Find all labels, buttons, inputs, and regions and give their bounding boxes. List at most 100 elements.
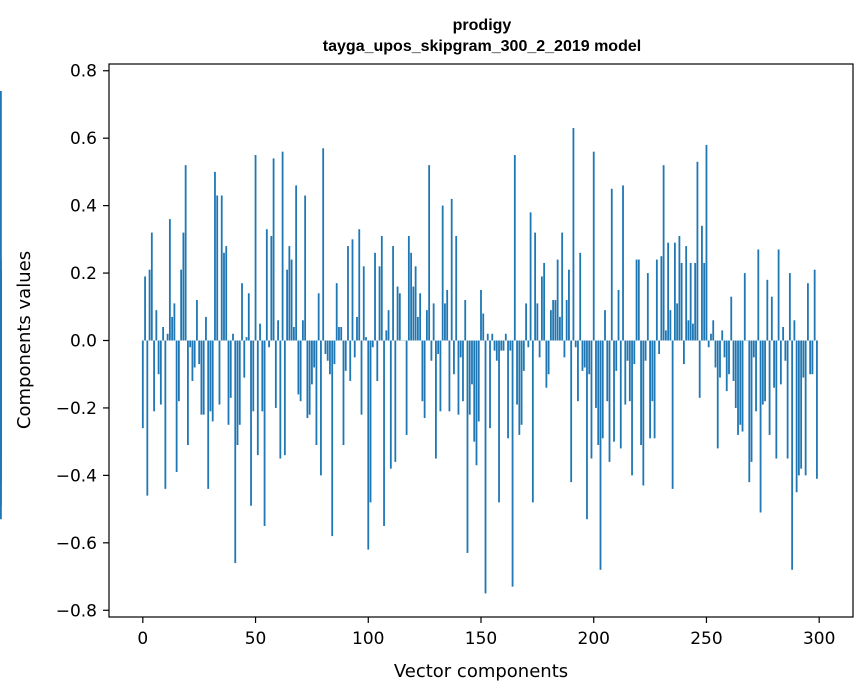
- bar: [737, 340, 739, 435]
- bar: [698, 340, 701, 398]
- bar: [187, 340, 189, 446]
- bar: [261, 340, 264, 412]
- bar: [389, 340, 392, 469]
- bar: [290, 259, 293, 341]
- bar: [306, 340, 309, 419]
- bar: [728, 340, 730, 375]
- bar: [678, 235, 681, 341]
- bar: [662, 165, 665, 341]
- bar: [626, 340, 629, 361]
- bar: [732, 340, 735, 381]
- bar: [243, 340, 246, 378]
- bar: [624, 340, 627, 405]
- bar: [788, 273, 791, 341]
- bar: [241, 283, 243, 341]
- bar: [816, 340, 818, 479]
- bar: [301, 320, 304, 341]
- bar: [766, 279, 769, 341]
- bar: [286, 269, 289, 341]
- x-tick-label: 250: [690, 629, 722, 649]
- bar: [407, 235, 410, 341]
- bar: [205, 316, 207, 341]
- bar: [317, 293, 320, 341]
- bar: [236, 340, 239, 446]
- bar: [439, 340, 442, 412]
- bar: [484, 340, 487, 594]
- bar: [784, 340, 787, 361]
- bar: [547, 340, 550, 375]
- bar: [193, 340, 196, 368]
- bar: [475, 340, 478, 466]
- bar: [590, 340, 593, 459]
- bar: [795, 340, 798, 493]
- bar: [660, 256, 663, 341]
- y-tick-label: 0.2: [70, 264, 97, 284]
- bar: [347, 246, 349, 341]
- y-tick-label: 0.8: [70, 62, 97, 82]
- bar: [522, 340, 525, 371]
- x-tick-label: 50: [245, 629, 267, 649]
- bar: [283, 340, 286, 456]
- bar: [692, 323, 694, 341]
- bar: [588, 340, 591, 375]
- bar: [437, 340, 440, 354]
- bar: [615, 340, 618, 371]
- bar: [453, 340, 455, 375]
- bar: [297, 340, 300, 395]
- bar: [168, 219, 171, 341]
- bar: [703, 262, 706, 341]
- bar: [360, 340, 363, 415]
- bar: [586, 340, 588, 520]
- bar: [707, 340, 710, 348]
- bar: [245, 337, 248, 341]
- y-axis-label: Components values: [14, 251, 35, 429]
- bar: [464, 300, 467, 341]
- bar: [477, 340, 480, 422]
- bar: [277, 320, 279, 341]
- bar: [610, 188, 613, 341]
- x-axis: 0 50 100 150 200 250 300: [137, 617, 835, 649]
- bar: [288, 246, 291, 341]
- bar: [797, 340, 800, 476]
- bar: [768, 340, 771, 435]
- bar: [777, 249, 780, 341]
- bar: [655, 259, 658, 341]
- bar: [570, 340, 573, 483]
- bar: [232, 333, 234, 341]
- bar: [189, 340, 192, 348]
- bar: [613, 340, 615, 442]
- bar: [710, 333, 712, 341]
- chart-title: prodigy: [453, 17, 512, 34]
- bar: [568, 269, 570, 341]
- bar: [504, 333, 507, 341]
- bar: [631, 340, 633, 476]
- bar: [324, 340, 327, 354]
- bar: [583, 340, 586, 368]
- bar: [577, 340, 579, 402]
- bar: [597, 340, 600, 446]
- bar: [254, 155, 257, 341]
- bar: [473, 340, 476, 442]
- bar: [574, 340, 577, 348]
- y-tick-label: −0.4: [56, 466, 97, 486]
- bar: [644, 340, 647, 361]
- bar: [725, 340, 728, 392]
- bar: [642, 340, 645, 486]
- bar: [516, 340, 518, 405]
- bar: [482, 313, 485, 341]
- bar: [764, 340, 766, 402]
- bar: [520, 340, 523, 425]
- bar: [365, 337, 367, 341]
- bar: [410, 252, 413, 341]
- bar: [685, 246, 688, 341]
- bar: [252, 340, 255, 412]
- bar: [664, 330, 667, 341]
- bar: [432, 303, 435, 341]
- bar: [563, 340, 566, 358]
- bar: [392, 246, 394, 341]
- bar: [628, 340, 631, 402]
- bar: [211, 340, 214, 422]
- bar: [509, 340, 512, 351]
- bar: [369, 340, 372, 503]
